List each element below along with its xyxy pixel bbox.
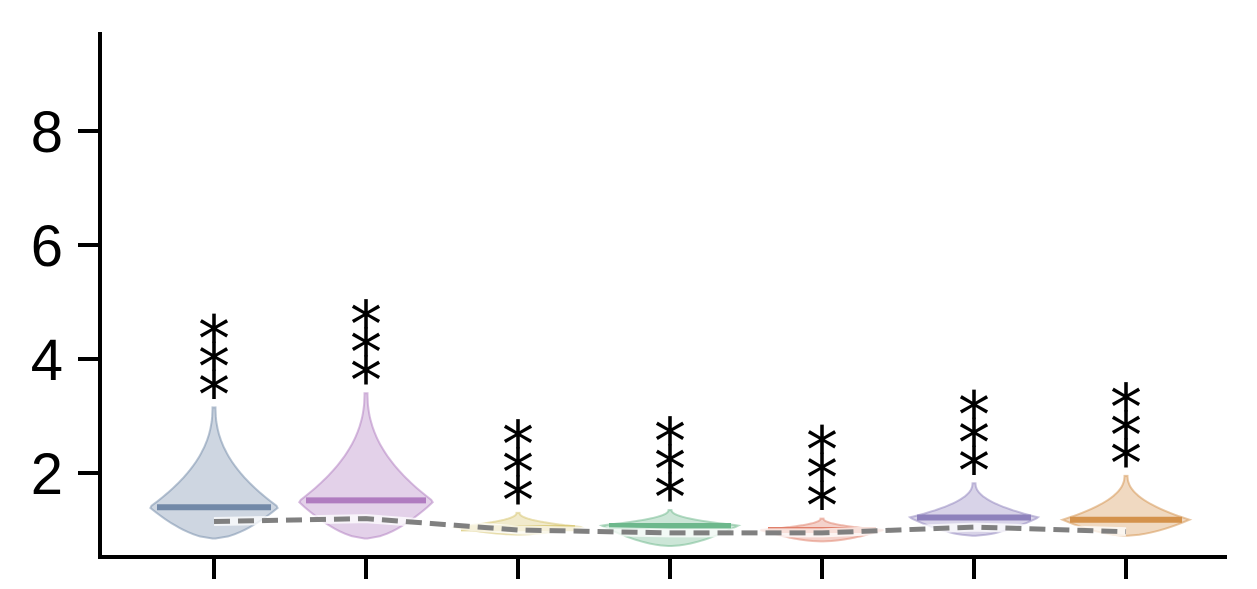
significance-star: * <box>806 471 838 545</box>
y-tick-label: 8 <box>31 100 63 165</box>
y-tick-label: 6 <box>31 214 63 279</box>
significance-star: * <box>654 434 686 508</box>
reference-line <box>213 516 1127 536</box>
significance-star: * <box>1110 372 1142 446</box>
significance-star: * <box>806 415 838 489</box>
significance-star: * <box>198 303 230 377</box>
significance-star: * <box>1110 428 1142 502</box>
y-tick-label: 4 <box>31 328 63 393</box>
significance-star: * <box>1110 400 1142 474</box>
significance-star: * <box>654 406 686 480</box>
significance-star: * <box>502 409 534 483</box>
significance-star: * <box>198 359 230 433</box>
significance-star: * <box>350 289 382 363</box>
y-tick-label: 2 <box>31 442 63 507</box>
significance-star: * <box>502 465 534 539</box>
significance-star: * <box>958 379 990 453</box>
significance-star: * <box>198 331 230 405</box>
significance-star: * <box>958 407 990 481</box>
violin-6 <box>907 482 1041 537</box>
reference-line-layer <box>213 514 1127 538</box>
significance-star: * <box>654 462 686 536</box>
significance-star: * <box>806 443 838 517</box>
significance-star: * <box>502 437 534 511</box>
axes-layer: 2 4 6 8 <box>31 32 1227 579</box>
significance-star: * <box>350 317 382 391</box>
significance-star: * <box>350 345 382 419</box>
significance-star: * <box>958 435 990 509</box>
significance-layer: ********************* <box>198 289 1142 544</box>
